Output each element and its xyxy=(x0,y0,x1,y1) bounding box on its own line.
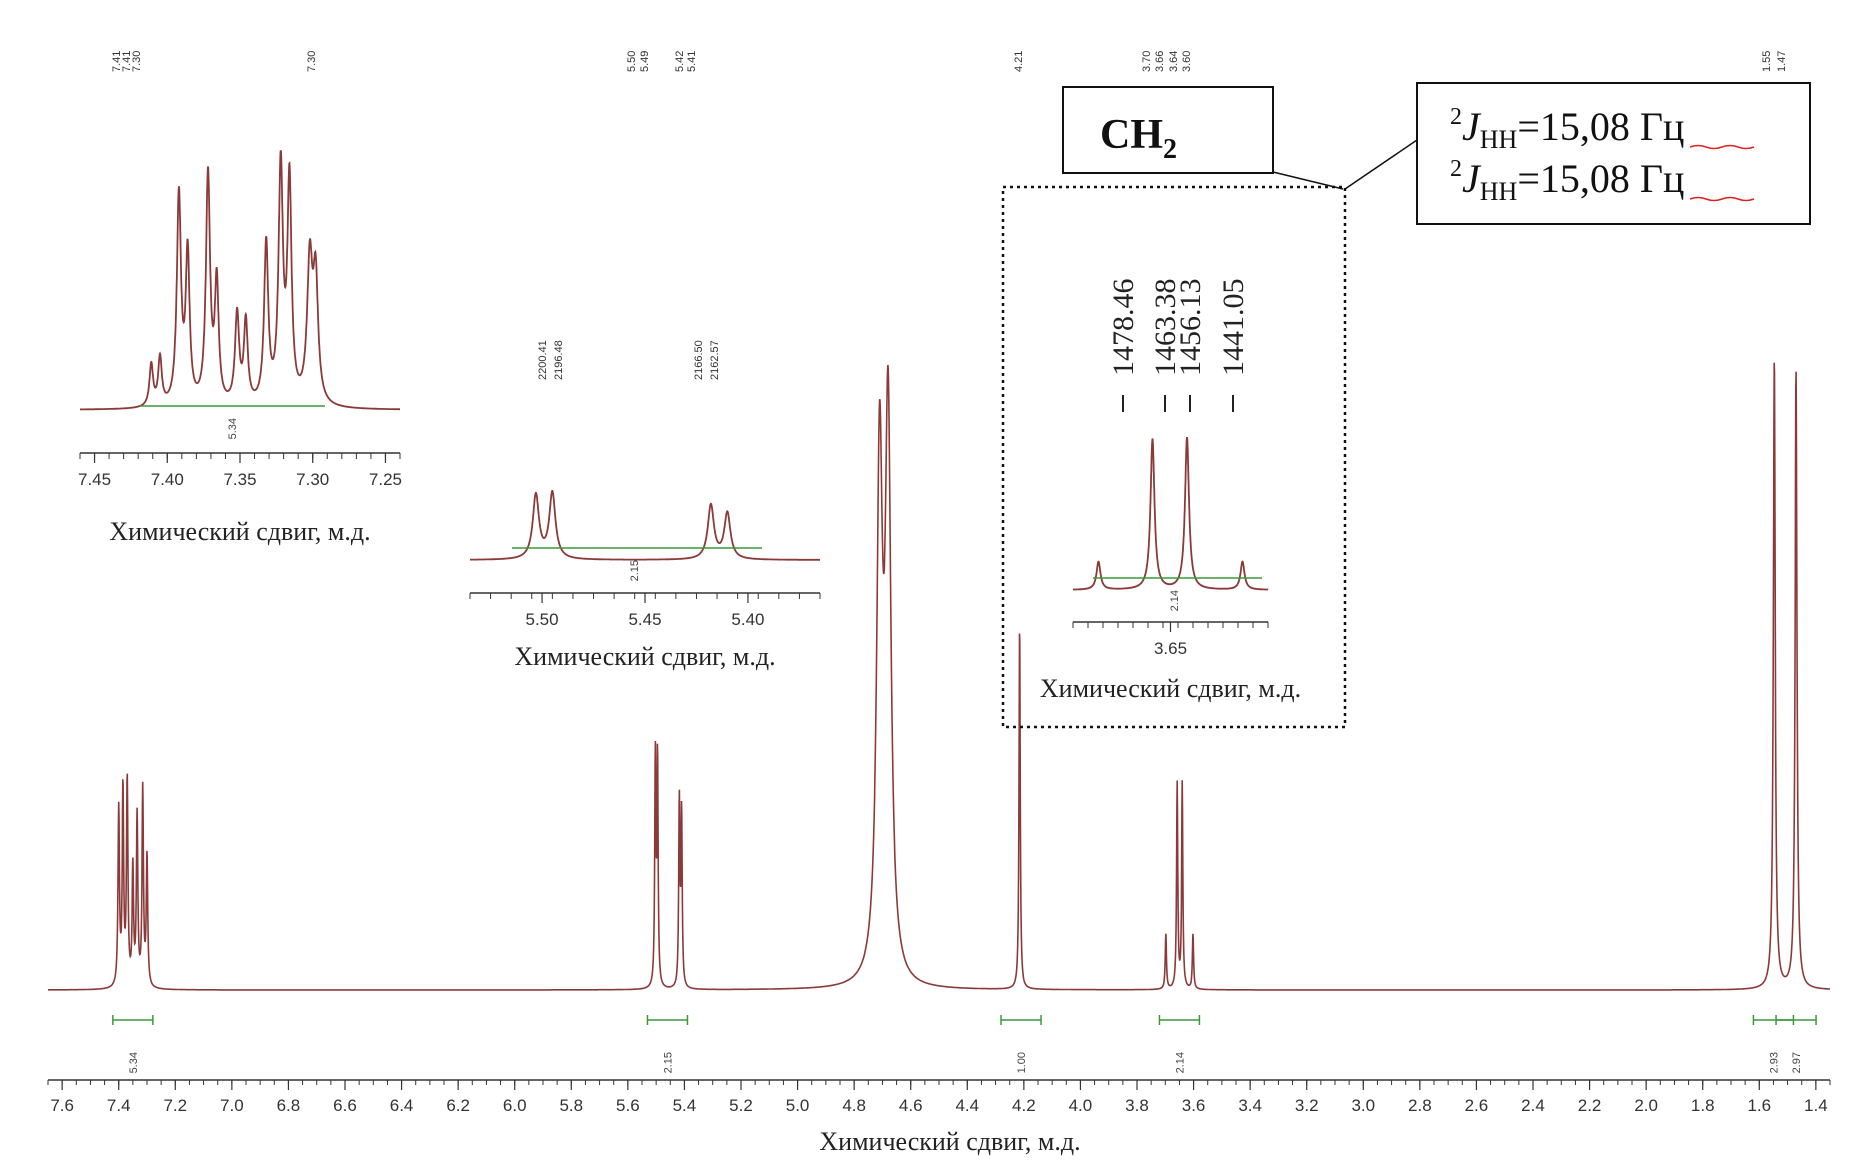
x-tick-label: 1.6 xyxy=(1747,1096,1771,1115)
peak-shift-label: 1.55 xyxy=(1761,51,1773,72)
coupling-line-2: 2JНН=15,08 Гц xyxy=(1450,156,1684,206)
x-tick-label: 2.6 xyxy=(1465,1096,1489,1115)
inset-tick-label: 3.65 xyxy=(1154,639,1187,658)
x-tick-label: 4.6 xyxy=(899,1096,923,1115)
ch2-label: CH2 xyxy=(1100,112,1177,165)
peak-shift-label: 5.42 xyxy=(674,51,686,72)
x-tick-label: 3.4 xyxy=(1238,1096,1262,1115)
x-tick-label: 2.4 xyxy=(1521,1096,1545,1115)
peak-shift-label: 3.70 xyxy=(1141,51,1153,72)
spell-underline-2 xyxy=(1689,196,1755,202)
spell-underline-1 xyxy=(1689,144,1755,150)
coupling-line-1: 2JНН=15,08 Гц xyxy=(1450,104,1684,154)
inset-trace xyxy=(470,489,820,561)
integral-value: 2.14 xyxy=(1174,1052,1186,1073)
inset-tick-label: 5.40 xyxy=(731,610,764,629)
ch2-label-box xyxy=(1062,86,1274,174)
peak-shift-label: 7.41 xyxy=(111,51,123,72)
inset-integral-value: 2.15 xyxy=(629,560,641,581)
x-tick-label: 4.4 xyxy=(955,1096,979,1115)
peak-shift-label: 7.30 xyxy=(306,51,318,72)
inset-integral-value: 5.34 xyxy=(227,418,239,439)
peak-shift-label: 1.47 xyxy=(1776,51,1788,72)
inset-trace xyxy=(1073,436,1269,591)
x-tick-label: 7.2 xyxy=(163,1096,187,1115)
inset-ch2: 3.65 2.14 Химический сдвиг, м.д. 1478.46 146… xyxy=(1040,279,1301,704)
x-tick-label: 3.6 xyxy=(1182,1096,1206,1115)
x-tick-label: 6.6 xyxy=(333,1096,357,1115)
inset-tick-label: 5.45 xyxy=(628,610,661,629)
inset-x-axis-label: Химический сдвиг, м.д. xyxy=(109,517,370,546)
x-tick-label: 6.0 xyxy=(503,1096,527,1115)
integral-value: 2.93 xyxy=(1768,1052,1780,1073)
inset-freq-label: 2166.50 xyxy=(693,340,705,380)
x-tick-label: 5.6 xyxy=(616,1096,640,1115)
inset-x-axis-label: Химический сдвиг, м.д. xyxy=(514,642,775,671)
inset-freq-label: 2196.48 xyxy=(553,340,565,380)
x-tick-label: 2.8 xyxy=(1408,1096,1432,1115)
peak-shift-label: 5.49 xyxy=(639,51,651,72)
peak-shift-label: 5.41 xyxy=(686,51,698,72)
inset-x-axis-label: Химический сдвиг, м.д. xyxy=(1040,674,1301,703)
x-tick-label: 6.2 xyxy=(446,1096,470,1115)
x-tick-label: 4.8 xyxy=(842,1096,866,1115)
inset-tick-label: 7.40 xyxy=(151,470,184,489)
integral-value: 1.00 xyxy=(1016,1052,1028,1073)
x-tick-label: 1.4 xyxy=(1804,1096,1828,1115)
x-tick-label: 3.8 xyxy=(1125,1096,1149,1115)
inset-tick-label: 7.30 xyxy=(296,470,329,489)
inset-tick-label: 7.25 xyxy=(369,470,402,489)
x-tick-label: 5.2 xyxy=(729,1096,753,1115)
x-tick-label: 7.6 xyxy=(50,1096,74,1115)
peak-shift-label: 3.64 xyxy=(1168,51,1180,72)
x-tick-label: 6.8 xyxy=(277,1096,301,1115)
peak-shift-label: 7.41 xyxy=(121,51,133,72)
inset-freq-label: 1456.13 xyxy=(1174,279,1207,377)
inset-freq-label: 1478.46 xyxy=(1107,279,1140,377)
peak-shift-label: 3.66 xyxy=(1154,51,1166,72)
x-tick-label: 5.4 xyxy=(673,1096,697,1115)
peak-shift-label: 5.50 xyxy=(626,51,638,72)
inset-freq-label: 2162.57 xyxy=(709,340,721,380)
peak-shift-label: 7.30 xyxy=(131,51,143,72)
x-tick-label: 3.0 xyxy=(1351,1096,1375,1115)
inset-freq-label: 1441.05 xyxy=(1217,279,1250,377)
coupling-connector xyxy=(1344,139,1418,190)
x-tick-label: 4.0 xyxy=(1069,1096,1093,1115)
x-tick-label: 4.2 xyxy=(1012,1096,1036,1115)
main-integrals: 5.34 2.15 1.00 2.14 2.93 2.97 xyxy=(112,1015,1817,1073)
inset-integral-value: 2.14 xyxy=(1169,590,1181,611)
main-spectrum-trace xyxy=(48,362,1830,991)
x-tick-label: 7.0 xyxy=(220,1096,244,1115)
inset-aromatic: 7.45 7.40 7.35 7.30 7.25 5.34 Химический сдвиг… xyxy=(78,150,402,546)
integral-value: 2.15 xyxy=(662,1052,674,1073)
main-x-axis: 7.6 7.4 7.2 7.0 6.8 6.6 6.4 6.2 6.0 5.8 5.6 5.4 5.2 5… xyxy=(47,1079,1831,1115)
x-tick-label: 5.0 xyxy=(786,1096,810,1115)
integral-value: 5.34 xyxy=(128,1052,140,1073)
inset-freq-label: 2200.41 xyxy=(537,340,549,380)
x-tick-label: 7.4 xyxy=(107,1096,131,1115)
main-x-axis-label: Химический сдвиг, м.д. xyxy=(819,1127,1080,1156)
x-tick-label: 5.8 xyxy=(559,1096,583,1115)
inset-trace xyxy=(80,150,401,411)
ch2-label-connector xyxy=(1272,171,1344,190)
inset-tick-label: 7.45 xyxy=(78,470,111,489)
inset-vinyl: 5.50 5.45 5.40 2.15 Химический сдвиг, м.д. 22… xyxy=(469,340,821,671)
peak-shift-label: 4.21 xyxy=(1013,51,1025,72)
x-tick-label: 2.0 xyxy=(1634,1096,1658,1115)
x-tick-label: 6.4 xyxy=(390,1096,414,1115)
integral-value: 2.97 xyxy=(1791,1052,1803,1073)
inset-freq-label: 1463.38 xyxy=(1149,279,1182,377)
inset-tick-label: 5.50 xyxy=(526,610,559,629)
x-tick-label: 2.2 xyxy=(1578,1096,1602,1115)
ch2-dotted-box xyxy=(1001,185,1347,729)
peak-shift-label: 3.60 xyxy=(1181,51,1193,72)
x-tick-label: 3.2 xyxy=(1295,1096,1319,1115)
inset-tick-label: 7.35 xyxy=(223,470,256,489)
main-peak-labels: 7.417.417.30 7.30 5.50 5.49 5.42 5.41 4.21 3.70… xyxy=(111,51,1788,72)
x-tick-label: 1.8 xyxy=(1691,1096,1715,1115)
